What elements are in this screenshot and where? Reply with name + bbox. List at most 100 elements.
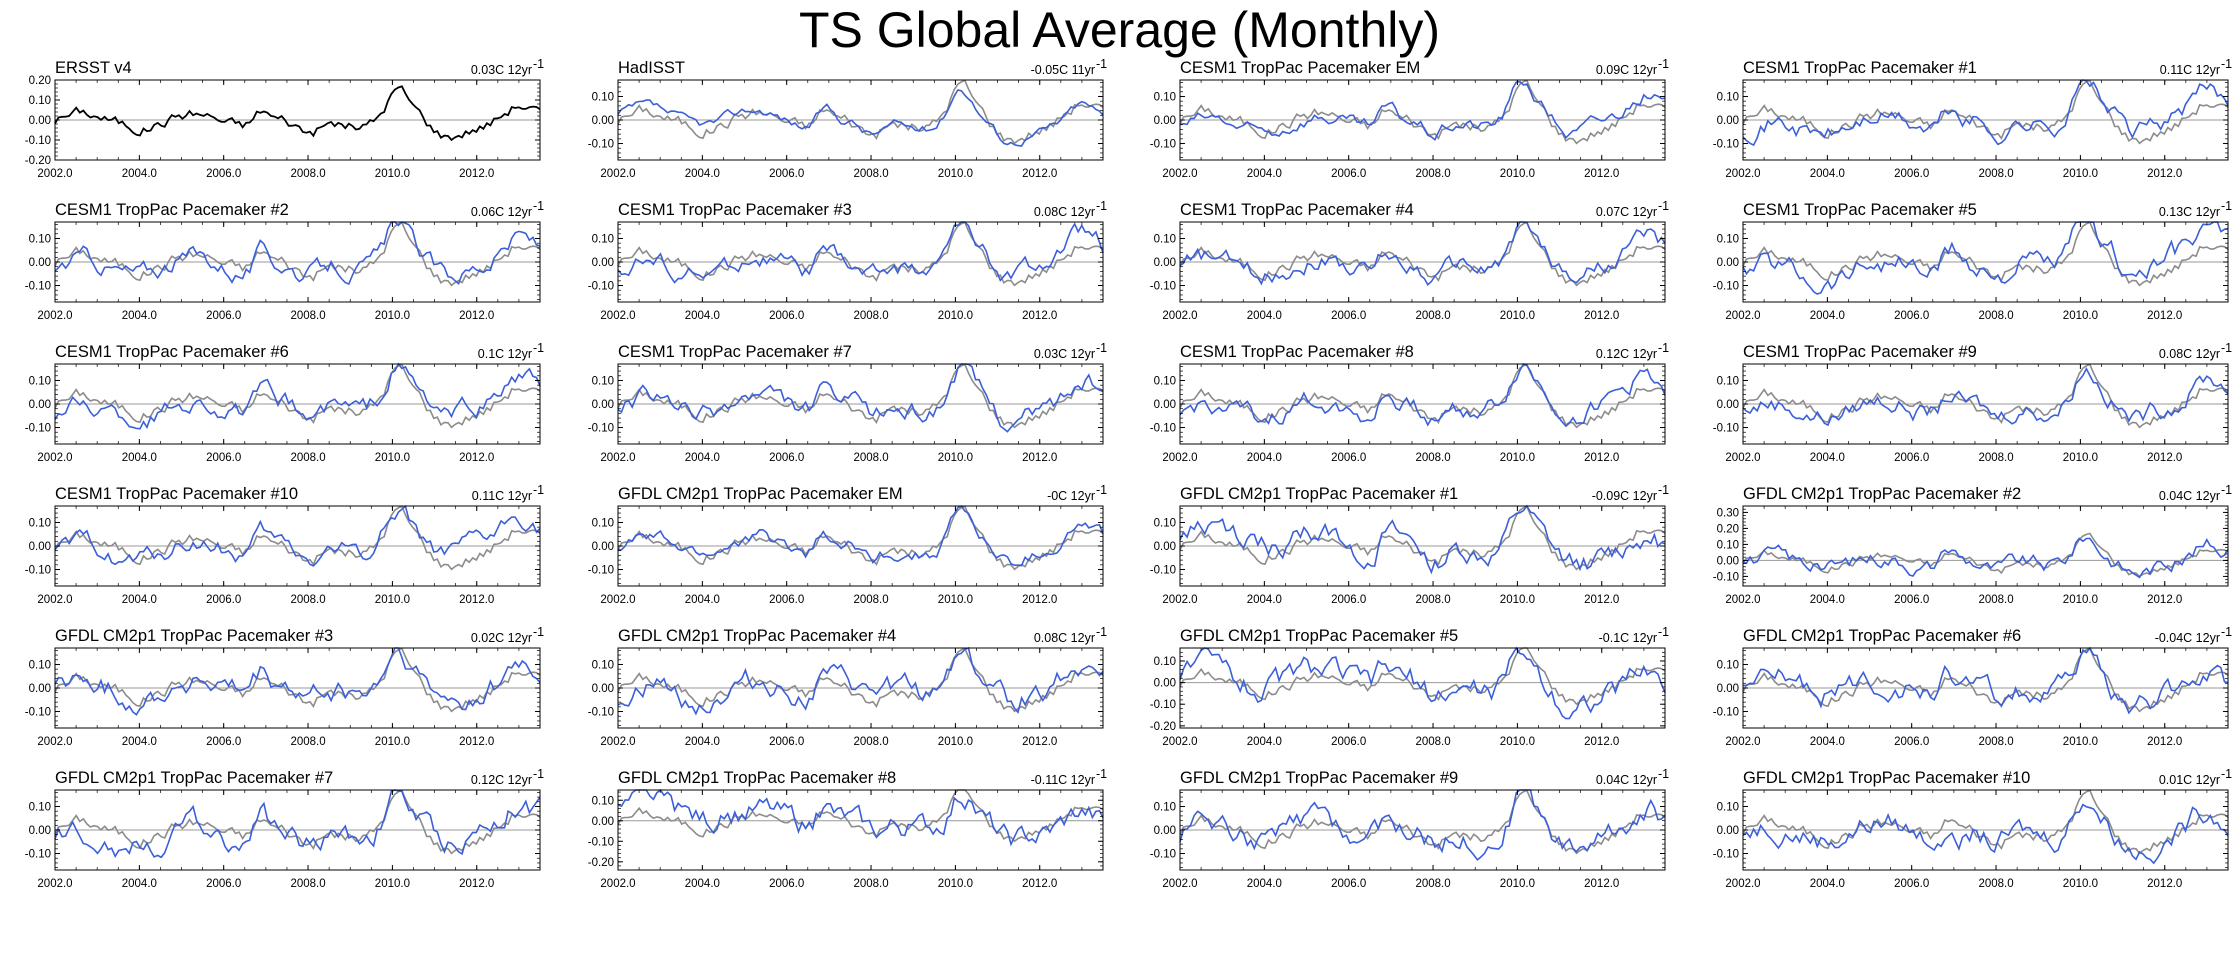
y-tick-label: 0.00 <box>1154 541 1176 553</box>
x-tick-label: 2002.0 <box>37 452 72 464</box>
y-tick-label: 0.00 <box>592 257 614 269</box>
y-tick-label: -0.20 <box>588 857 614 869</box>
y-tick-label: 0.00 <box>592 399 614 411</box>
x-tick-label: 2010.0 <box>1500 452 1535 464</box>
panel-16: GFDL CM2p1 TropPac Pacemaker #2 0.04C 12y… <box>1688 462 2239 606</box>
series-line-model <box>1179 789 1666 861</box>
x-tick-label: 2002.0 <box>1162 878 1197 890</box>
y-tick-label: 0.10 <box>29 517 51 529</box>
x-tick-label: 2004.0 <box>122 168 157 180</box>
panel-title: GFDL CM2p1 TropPac Pacemaker #2 <box>1743 485 2021 503</box>
x-tick-label: 2010.0 <box>2063 452 2098 464</box>
x-tick-label: 2008.0 <box>1415 168 1450 180</box>
x-tick-label: 2010.0 <box>938 310 973 322</box>
series-line-model <box>1179 221 1666 286</box>
x-tick-label: 2008.0 <box>1415 310 1450 322</box>
series-line-model <box>1742 79 2229 147</box>
panel-trend: 0.12C 12yr <box>471 773 532 787</box>
x-tick-label: 2002.0 <box>600 168 635 180</box>
x-tick-label: 2008.0 <box>853 736 888 748</box>
panel-svg: CESM1 TropPac Pacemaker #10 0.11C 12yr -1 0… <box>25 483 544 606</box>
panel-trend-exponent: -1 <box>1658 625 1669 639</box>
y-tick-label: -0.10 <box>25 281 51 293</box>
x-tick-label: 2012.0 <box>1022 736 1057 748</box>
panel-trend: 0.09C 12yr <box>1596 63 1657 77</box>
panel-8: CESM1 TropPac Pacemaker #5 0.13C 12yr -1 0.… <box>1688 178 2239 322</box>
x-tick-label: 2002.0 <box>600 736 635 748</box>
panel-23: GFDL CM2p1 TropPac Pacemaker #9 0.04C 12y… <box>1125 746 1687 890</box>
panel-title: CESM1 TropPac Pacemaker #6 <box>55 343 289 361</box>
y-tick-label: 0.10 <box>592 659 614 671</box>
x-tick-label: 2002.0 <box>1725 736 1760 748</box>
y-tick-label: 0.20 <box>29 75 51 87</box>
x-tick-label: 2008.0 <box>1978 168 2013 180</box>
panel-trend: 0.08C 12yr <box>1034 631 1095 645</box>
panel-title: GFDL CM2p1 TropPac Pacemaker #6 <box>1743 627 2021 645</box>
x-tick-label: 2002.0 <box>1162 594 1197 606</box>
series-line-reference <box>1742 221 2229 287</box>
panel-trend: 0.07C 12yr <box>1596 205 1657 219</box>
panel-trend: 0.08C 12yr <box>2159 347 2220 361</box>
series-line-reference <box>617 647 1104 713</box>
series-line-reference <box>1742 79 2229 145</box>
panel-svg: GFDL CM2p1 TropPac Pacemaker #10 0.01C 12… <box>1713 767 2232 890</box>
panel-trend: 0.04C 12yr <box>2159 489 2220 503</box>
panel-svg: GFDL CM2p1 TropPac Pacemaker #4 0.08C 12y… <box>588 625 1107 748</box>
y-tick-label: 0.00 <box>1717 115 1739 127</box>
x-tick-label: 2004.0 <box>1247 168 1282 180</box>
x-tick-label: 2006.0 <box>769 736 804 748</box>
panel-20: GFDL CM2p1 TropPac Pacemaker #6 -0.04C 12… <box>1688 604 2239 748</box>
x-tick-label: 2006.0 <box>769 452 804 464</box>
x-tick-label: 2012.0 <box>2147 594 2182 606</box>
panel-11: CESM1 TropPac Pacemaker #8 0.12C 12yr -1 0.… <box>1125 320 1687 464</box>
panel-24: GFDL CM2p1 TropPac Pacemaker #10 0.01C 12… <box>1688 746 2239 890</box>
series-line-model <box>54 789 541 859</box>
x-tick-label: 2004.0 <box>685 594 720 606</box>
x-tick-label: 2004.0 <box>1810 310 1845 322</box>
x-tick-label: 2008.0 <box>853 594 888 606</box>
y-tick-label: -0.10 <box>25 135 51 147</box>
x-tick-label: 2002.0 <box>37 736 72 748</box>
x-tick-label: 2012.0 <box>459 168 494 180</box>
x-tick-label: 2008.0 <box>290 168 325 180</box>
series-line-reference <box>617 221 1104 287</box>
panel-title: GFDL CM2p1 TropPac Pacemaker #8 <box>618 769 896 787</box>
x-tick-label: 2012.0 <box>2147 168 2182 180</box>
panel-svg: GFDL CM2p1 TropPac Pacemaker #7 0.12C 12y… <box>25 767 544 890</box>
panel-svg: GFDL CM2p1 TropPac Pacemaker EM -0C 12yr -… <box>588 483 1107 606</box>
panel-4: CESM1 TropPac Pacemaker #1 0.11C 12yr -1 0.… <box>1688 36 2239 180</box>
y-tick-label: -0.10 <box>25 565 51 577</box>
panel-3: CESM1 TropPac Pacemaker EM 0.09C 12yr -1 0.… <box>1125 36 1687 180</box>
series-line-model <box>1179 362 1666 428</box>
panel-trend-exponent: -1 <box>2221 199 2232 213</box>
panel-title: CESM1 TropPac Pacemaker #1 <box>1743 59 1977 77</box>
x-tick-label: 2002.0 <box>1162 452 1197 464</box>
x-tick-label: 2008.0 <box>853 878 888 890</box>
y-tick-label: -0.10 <box>25 423 51 435</box>
series-line-model <box>1742 221 2229 295</box>
x-tick-label: 2002.0 <box>1162 310 1197 322</box>
panel-trend: 0.08C 12yr <box>1034 205 1095 219</box>
y-tick-label: -0.10 <box>1713 707 1739 719</box>
x-tick-label: 2010.0 <box>375 310 410 322</box>
y-tick-label: 0.00 <box>1717 399 1739 411</box>
x-tick-label: 2006.0 <box>769 168 804 180</box>
x-tick-label: 2006.0 <box>769 310 804 322</box>
x-tick-label: 2008.0 <box>1978 310 2013 322</box>
y-tick-label: 0.00 <box>29 541 51 553</box>
panel-trend-exponent: -1 <box>1658 341 1669 355</box>
x-tick-label: 2008.0 <box>290 310 325 322</box>
series-line-model <box>618 504 1104 567</box>
x-tick-label: 2012.0 <box>459 736 494 748</box>
panel-title: GFDL CM2p1 TropPac Pacemaker #7 <box>55 769 333 787</box>
x-tick-label: 2006.0 <box>1331 168 1366 180</box>
y-tick-label: 0.00 <box>29 825 51 837</box>
x-tick-label: 2002.0 <box>37 168 72 180</box>
series-line-reference <box>54 505 541 571</box>
x-tick-label: 2010.0 <box>938 878 973 890</box>
series-line-observed <box>54 85 541 142</box>
x-tick-label: 2010.0 <box>1500 168 1535 180</box>
x-tick-label: 2008.0 <box>1978 594 2013 606</box>
x-tick-label: 2002.0 <box>600 878 635 890</box>
y-tick-label: 0.10 <box>1154 801 1176 813</box>
